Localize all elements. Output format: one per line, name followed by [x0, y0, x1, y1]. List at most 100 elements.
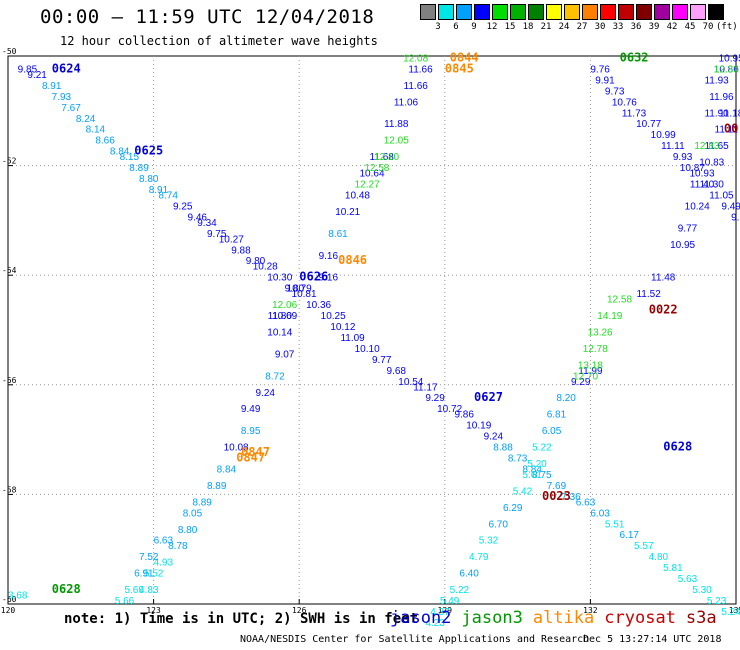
wave-height-label: 8.72	[265, 371, 285, 382]
wave-height-label: 11.48	[651, 273, 676, 284]
wave-height-label: 8.91	[149, 185, 169, 196]
wave-height-label: 6.03	[590, 508, 610, 519]
wave-height-label: 7.36	[561, 492, 581, 503]
wave-height-label: 9.16	[319, 273, 339, 284]
wave-height-label: 5.66	[115, 596, 135, 607]
wave-height-label: 9.29	[425, 393, 445, 404]
wave-height-label: 9.75	[207, 229, 227, 240]
scale-label: 24	[558, 22, 570, 32]
wave-height-label: 10.81	[292, 289, 317, 300]
wave-height-label: 10.19	[466, 421, 491, 432]
scale-label: 3	[435, 22, 441, 32]
wave-height-label: 9.95	[731, 212, 740, 223]
wave-height-label: 10.99	[651, 130, 676, 141]
wave-height-label: 6.81	[547, 410, 567, 421]
wave-height-label: 11.66	[408, 64, 433, 75]
scale-label: 18	[522, 22, 534, 32]
plot-frame	[7, 55, 737, 605]
wave-height-label: 8.78	[168, 541, 188, 552]
scale-swatch	[708, 4, 724, 20]
wave-height-label: 10.64	[359, 169, 384, 180]
scale-label: 39	[648, 22, 660, 32]
pass-time-label: 0023	[542, 489, 571, 503]
wave-height-label: 14.19	[597, 311, 622, 322]
pass-time-label: 0845	[445, 61, 474, 75]
satellite-legend: jason2 jason3 altika cryosat s3a	[390, 608, 727, 628]
wave-height-label: 11.90	[704, 108, 729, 119]
wave-height-label: 8.88	[493, 443, 513, 454]
legend-entry: jason2	[390, 608, 452, 628]
pass-time-label: 0847	[236, 451, 265, 465]
wave-height-label: 9.49	[721, 201, 740, 212]
wave-height-label: 9.25	[173, 201, 193, 212]
legend-entry: altika	[532, 608, 595, 628]
wave-height-label: 6.40	[459, 569, 479, 580]
wave-height-label: 8.95	[241, 426, 261, 437]
wave-height-label: 9.91	[595, 75, 615, 86]
wave-height-label: 8.84	[110, 147, 130, 158]
wave-height-label: 10.95	[719, 53, 740, 64]
wave-height-label: 8.05	[183, 508, 203, 519]
pass-time-label: 0624	[52, 61, 81, 75]
wave-height-label: 10.86	[714, 64, 739, 75]
wave-height-label: 10.83	[699, 158, 724, 169]
wave-height-label: 12.10	[374, 152, 399, 163]
wave-height-label: 12.08	[403, 53, 428, 64]
wave-height-label: 9.77	[372, 355, 392, 366]
x-tick-label: 129	[438, 606, 453, 615]
pass-time-label: 00	[724, 122, 738, 136]
wave-height-label: 6.29	[503, 503, 523, 514]
wave-height-label: 5.57	[634, 541, 654, 552]
scale-label: 36	[630, 22, 642, 32]
wave-height-label: 8.80	[178, 525, 198, 536]
wave-height-label: 10.25	[321, 311, 346, 322]
wave-height-label: 10.12	[330, 322, 355, 333]
wave-height-label: 12.78	[583, 344, 608, 355]
wave-height-label: 5.61	[522, 470, 542, 481]
wave-height-label: 7.67	[61, 103, 81, 114]
wave-height-label: 10.21	[335, 207, 360, 218]
scale-label: 27	[576, 22, 588, 32]
wave-height-label: 9.86	[454, 410, 474, 421]
y-tick-label: -50	[2, 47, 17, 56]
scale-label: 30	[594, 22, 606, 32]
x-tick-label: 123	[146, 606, 161, 615]
wave-height-label: 6.70	[488, 519, 508, 530]
wave-height-label: 8.74	[158, 190, 178, 201]
wave-height-label: 11.11	[661, 141, 685, 152]
scale-swatch	[654, 4, 670, 20]
wave-height-label: 6.05	[542, 426, 562, 437]
wave-height-label: 10.27	[219, 234, 244, 245]
wave-height-label: 6.63	[154, 536, 174, 547]
footer-credit: NOAA/NESDIS Center for Satellite Applica…	[240, 634, 590, 645]
pass-time-label: 0628	[52, 582, 81, 596]
wave-height-label: 8.14	[86, 125, 106, 136]
x-tick-label: 126	[292, 606, 307, 615]
scale-swatch	[438, 4, 454, 20]
wave-height-label: 8.80	[139, 174, 159, 185]
pass-time-label: 0844	[450, 50, 479, 64]
wave-height-label: 9.93	[673, 152, 693, 163]
wave-height-label: 9.24	[484, 432, 504, 443]
scale-swatch	[456, 4, 472, 20]
pass-time-label: 0632	[620, 50, 649, 64]
wave-height-label: 4.79	[469, 552, 489, 563]
scale-label: 42	[666, 22, 678, 32]
wave-height-label: 4.83	[139, 585, 159, 596]
wave-height-label: 8.73	[508, 454, 528, 465]
pass-time-label: 0846	[338, 253, 367, 267]
wave-height-label: 5.69	[124, 585, 144, 596]
wave-height-label: 5.32	[479, 536, 499, 547]
scale-label: 70	[702, 22, 714, 32]
wave-height-label: 9.07	[275, 349, 295, 360]
wave-height-label: 12.83	[694, 141, 719, 152]
wave-height-label: 8.15	[120, 152, 140, 163]
pass-time-label: 0626	[299, 270, 328, 284]
wave-height-label: 11.66	[404, 81, 429, 92]
scale-swatch	[420, 4, 436, 20]
wave-height-label: 11.96	[709, 92, 734, 103]
wave-height-label: 9.24	[255, 388, 275, 399]
wave-height-label: 5.52	[144, 569, 164, 580]
wave-height-label: 5.24	[721, 607, 740, 618]
